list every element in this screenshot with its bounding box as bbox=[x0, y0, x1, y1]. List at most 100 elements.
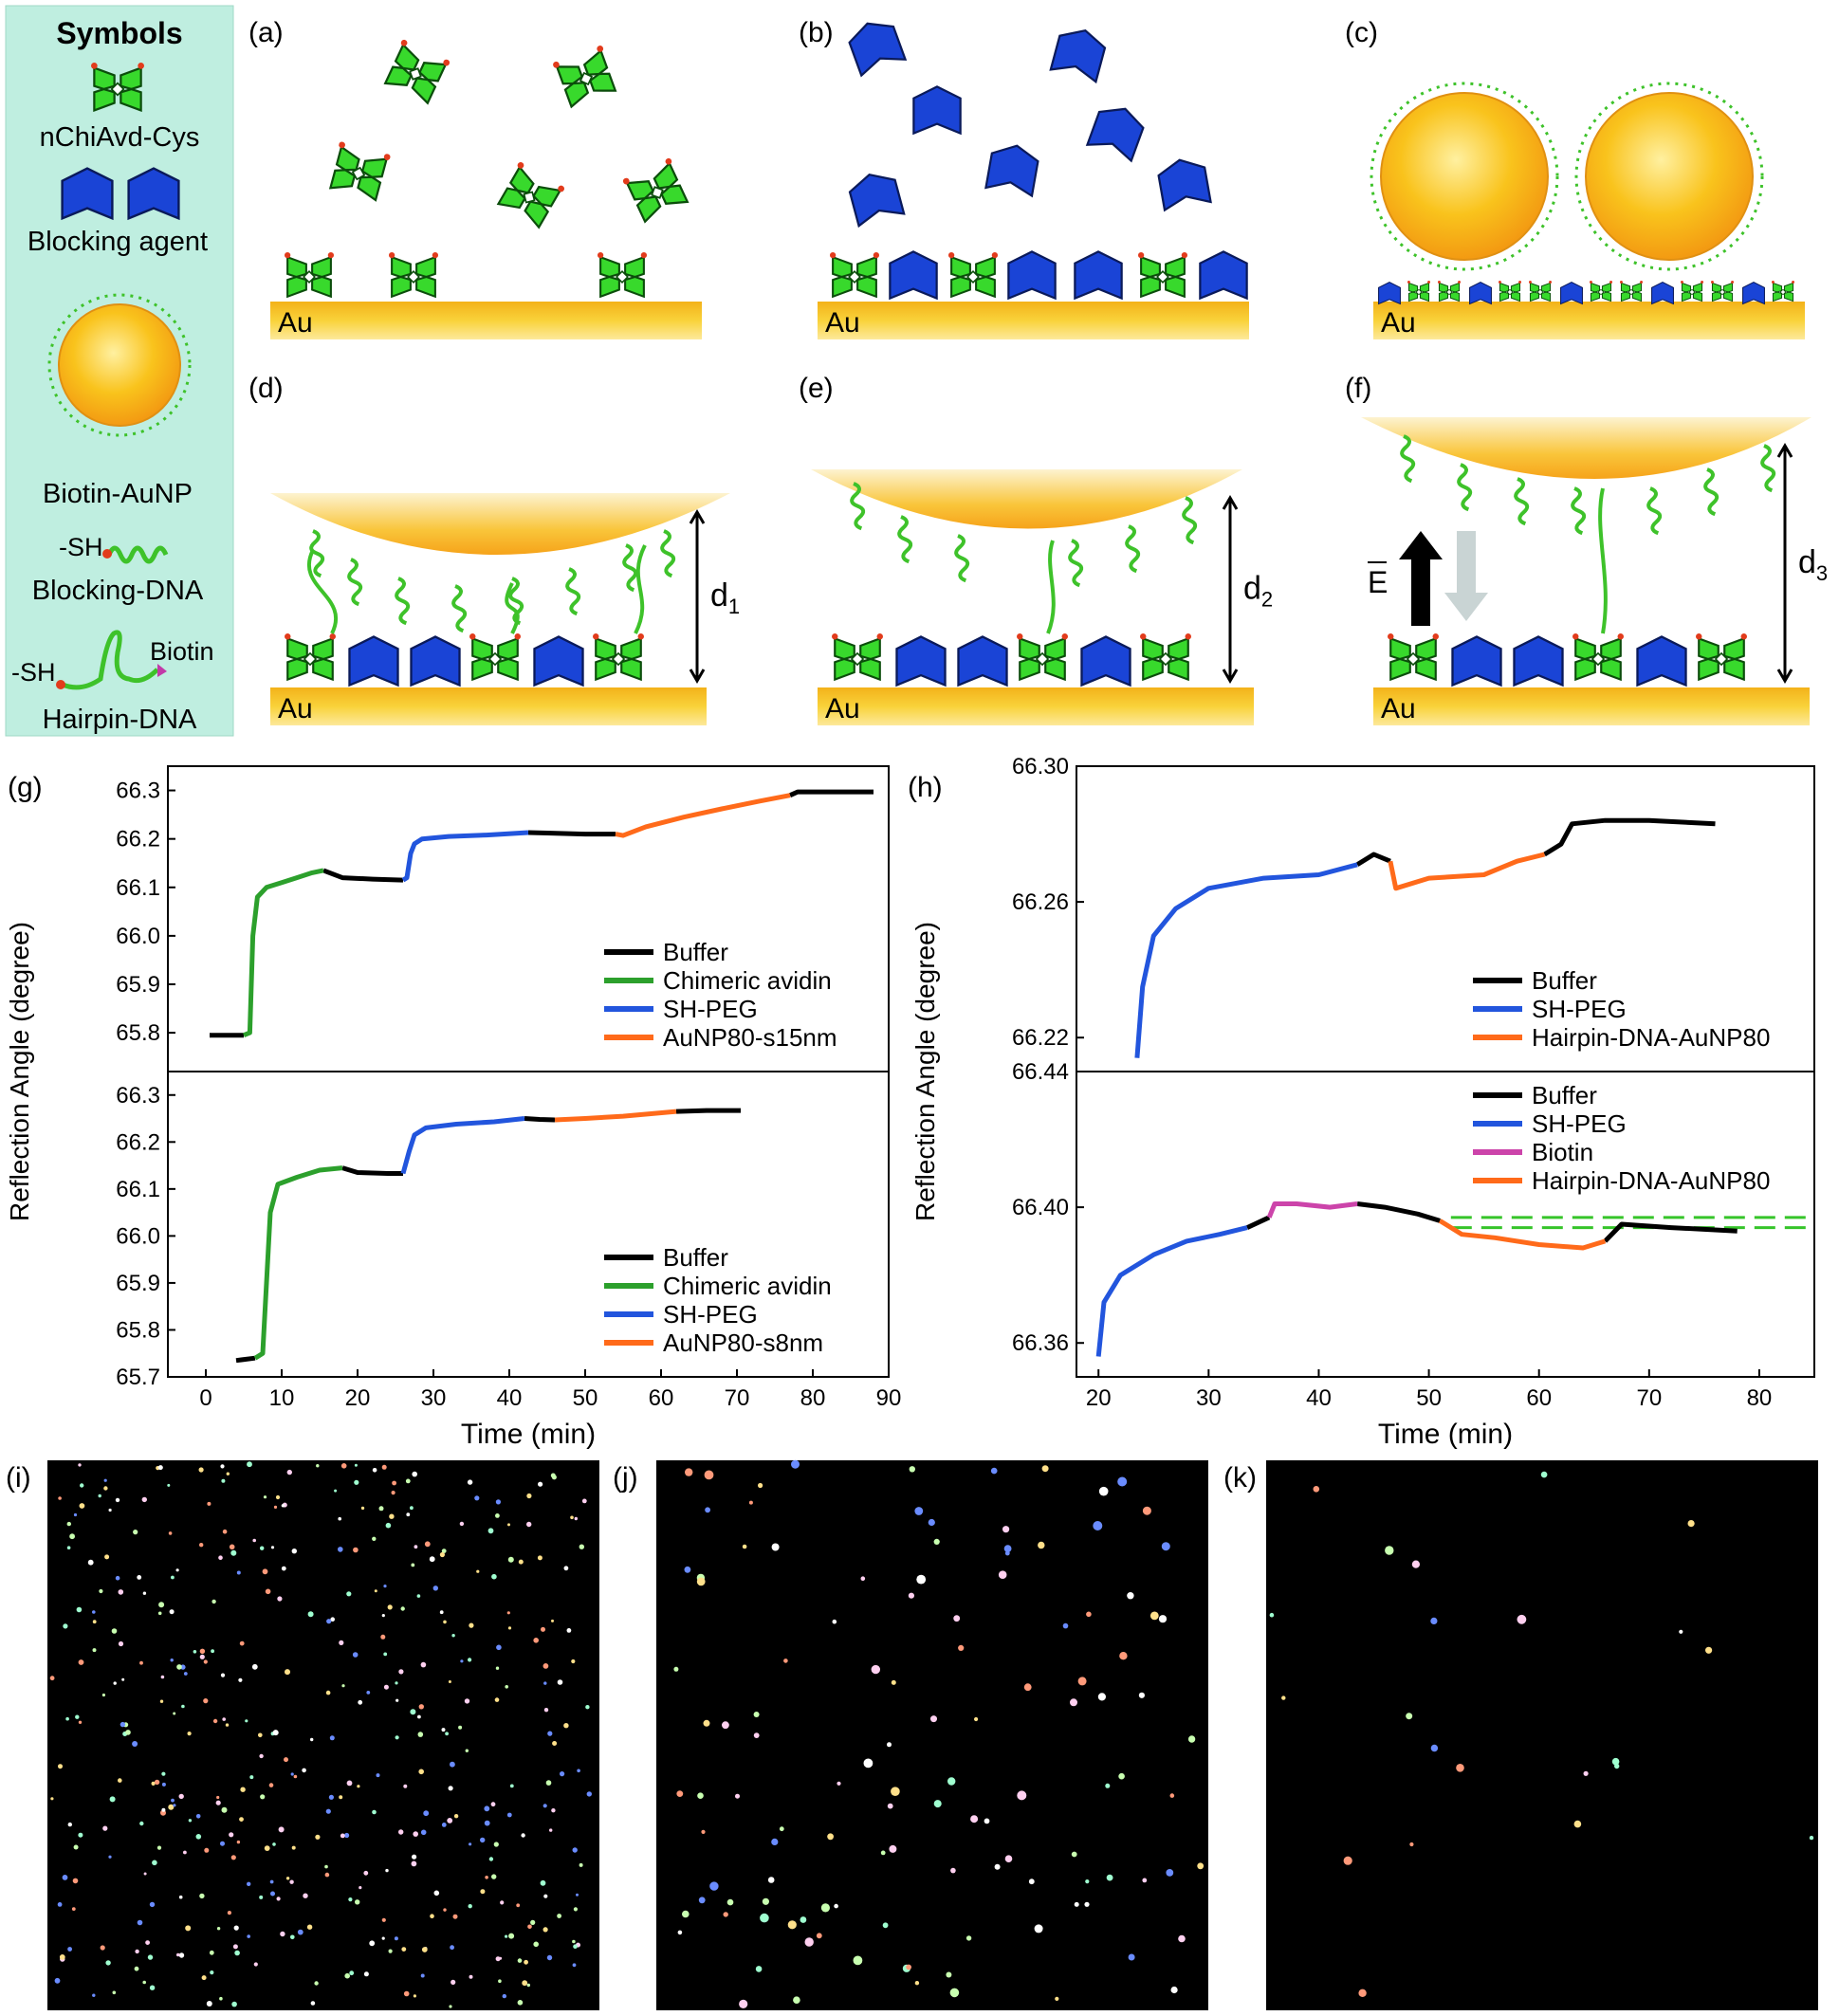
y-axis-label: Reflection Angle (degree) bbox=[5, 922, 34, 1221]
nanoparticle-cap bbox=[1361, 417, 1811, 479]
particle-spot bbox=[139, 1821, 144, 1826]
particle-spot bbox=[63, 1623, 68, 1629]
particle-spot bbox=[946, 1971, 952, 1978]
particle-spot bbox=[233, 1925, 239, 1931]
particle-spot bbox=[381, 1917, 386, 1922]
biotin-triangle-icon bbox=[157, 664, 167, 677]
blocking-agent-icon bbox=[957, 635, 1008, 687]
particle-spot bbox=[541, 1626, 545, 1632]
particle-spot bbox=[458, 1725, 463, 1730]
series-line bbox=[1356, 1201, 1441, 1223]
particle-spot bbox=[303, 1893, 308, 1898]
particle-spot bbox=[71, 1907, 76, 1911]
particle-spot bbox=[102, 1825, 108, 1831]
particle-spot bbox=[381, 1464, 387, 1470]
particle-spot bbox=[264, 1845, 270, 1851]
particle-spot bbox=[526, 1493, 532, 1499]
particle-spot bbox=[530, 1919, 536, 1925]
particle-spot bbox=[221, 1806, 228, 1813]
blocking-agent-icon bbox=[533, 635, 584, 687]
x-axis-label: Time (min) bbox=[1378, 1419, 1513, 1450]
y-tick-label: 66.2 bbox=[116, 827, 160, 852]
particle-spot bbox=[275, 1494, 281, 1500]
particle-spot bbox=[112, 1990, 117, 1995]
particle-spot bbox=[573, 1907, 579, 1912]
x-tick-label: 80 bbox=[1747, 1385, 1773, 1411]
series-line bbox=[1245, 1215, 1271, 1230]
particle-spot bbox=[66, 1521, 72, 1527]
chart-panel: 65.7 65.8 65.9 66.0 66.1 66.2 66.3 0 10 20 30 40 50 6… bbox=[116, 1071, 902, 1411]
particle-spot bbox=[476, 1569, 480, 1573]
series-line bbox=[401, 830, 529, 883]
particle-spot bbox=[310, 2001, 316, 2006]
particle-spot bbox=[104, 1554, 110, 1560]
particle-spot bbox=[1055, 1996, 1059, 2001]
particle-spot bbox=[537, 1555, 543, 1561]
dna-strand bbox=[1182, 496, 1198, 545]
substrate-label: Au bbox=[825, 307, 860, 339]
y-tick-label: 66.36 bbox=[1012, 1330, 1069, 1356]
particle-spot bbox=[673, 1666, 679, 1672]
particle-spot bbox=[387, 1604, 393, 1610]
particle-spot bbox=[701, 1829, 706, 1834]
particle-spot bbox=[115, 1497, 120, 1503]
particle-spot bbox=[247, 1934, 251, 1938]
particle-spot bbox=[573, 1944, 578, 1949]
particle-spot bbox=[65, 1716, 69, 1721]
dna-strand bbox=[660, 529, 676, 578]
particle-spot bbox=[682, 1910, 690, 1918]
avidin-icon bbox=[285, 252, 334, 298]
particle-spot bbox=[188, 1819, 193, 1823]
particle-spot bbox=[280, 1931, 285, 1937]
dna-strand bbox=[1457, 463, 1473, 512]
particle-spot bbox=[211, 1649, 215, 1654]
legend-label: AuNP80-s8nm bbox=[663, 1329, 823, 1357]
particle-spot bbox=[1679, 1629, 1683, 1634]
avidin-icon bbox=[494, 160, 566, 230]
particle-spot bbox=[771, 1543, 780, 1551]
dna-strand bbox=[451, 584, 468, 633]
distance-label: d1 bbox=[710, 577, 740, 618]
particle-spot bbox=[543, 1894, 548, 1898]
particle-spot bbox=[125, 1730, 131, 1735]
particle-spot bbox=[161, 1782, 166, 1787]
particle-spot bbox=[505, 1934, 508, 1938]
particle-spot bbox=[210, 1970, 214, 1975]
series-line bbox=[1388, 852, 1546, 891]
nanoparticle bbox=[1585, 92, 1754, 261]
particle-spot bbox=[99, 1588, 103, 1594]
panel-label: (j) bbox=[613, 1462, 638, 1494]
particle-spot bbox=[853, 1955, 863, 1966]
avidin-icon bbox=[1620, 281, 1643, 302]
particle-spot bbox=[171, 1798, 175, 1803]
particle-spot bbox=[92, 1648, 97, 1653]
particle-spot bbox=[147, 1954, 154, 1960]
blocking-agent-icon bbox=[1049, 23, 1110, 83]
particle-spot bbox=[518, 1559, 524, 1565]
series-line bbox=[341, 1165, 403, 1176]
x-tick-label: 90 bbox=[876, 1385, 902, 1411]
particle-spot bbox=[804, 1937, 814, 1947]
particle-spot bbox=[1430, 1617, 1438, 1624]
particle-spot bbox=[281, 1504, 285, 1508]
particle-spot bbox=[265, 1588, 271, 1595]
particle-spot bbox=[154, 1779, 160, 1786]
particle-spot bbox=[496, 1644, 502, 1651]
particle-spot bbox=[571, 1659, 576, 1664]
particle-spot bbox=[173, 1712, 176, 1715]
particle-spot bbox=[526, 1521, 532, 1528]
particle-spot bbox=[58, 1496, 62, 1500]
series-line bbox=[1355, 852, 1391, 867]
y-tick-label: 65.7 bbox=[116, 1365, 160, 1390]
dna-strand bbox=[1760, 444, 1776, 493]
blocking-agent-icon bbox=[1742, 282, 1765, 304]
chart-panel: (h) 66.22 66.26 66.30 BufferSH-PEGHairpin-DN… bbox=[908, 754, 1815, 1072]
particle-spot bbox=[570, 1515, 574, 1520]
particle-spot bbox=[338, 1547, 343, 1552]
particle-spot bbox=[120, 1721, 126, 1728]
particle-spot bbox=[272, 1842, 276, 1846]
particle-spot bbox=[72, 1878, 79, 1884]
y-tick-label: 66.44 bbox=[1012, 1059, 1069, 1085]
symbols-title: Symbols bbox=[56, 16, 182, 50]
particle-spot bbox=[1611, 1757, 1620, 1766]
